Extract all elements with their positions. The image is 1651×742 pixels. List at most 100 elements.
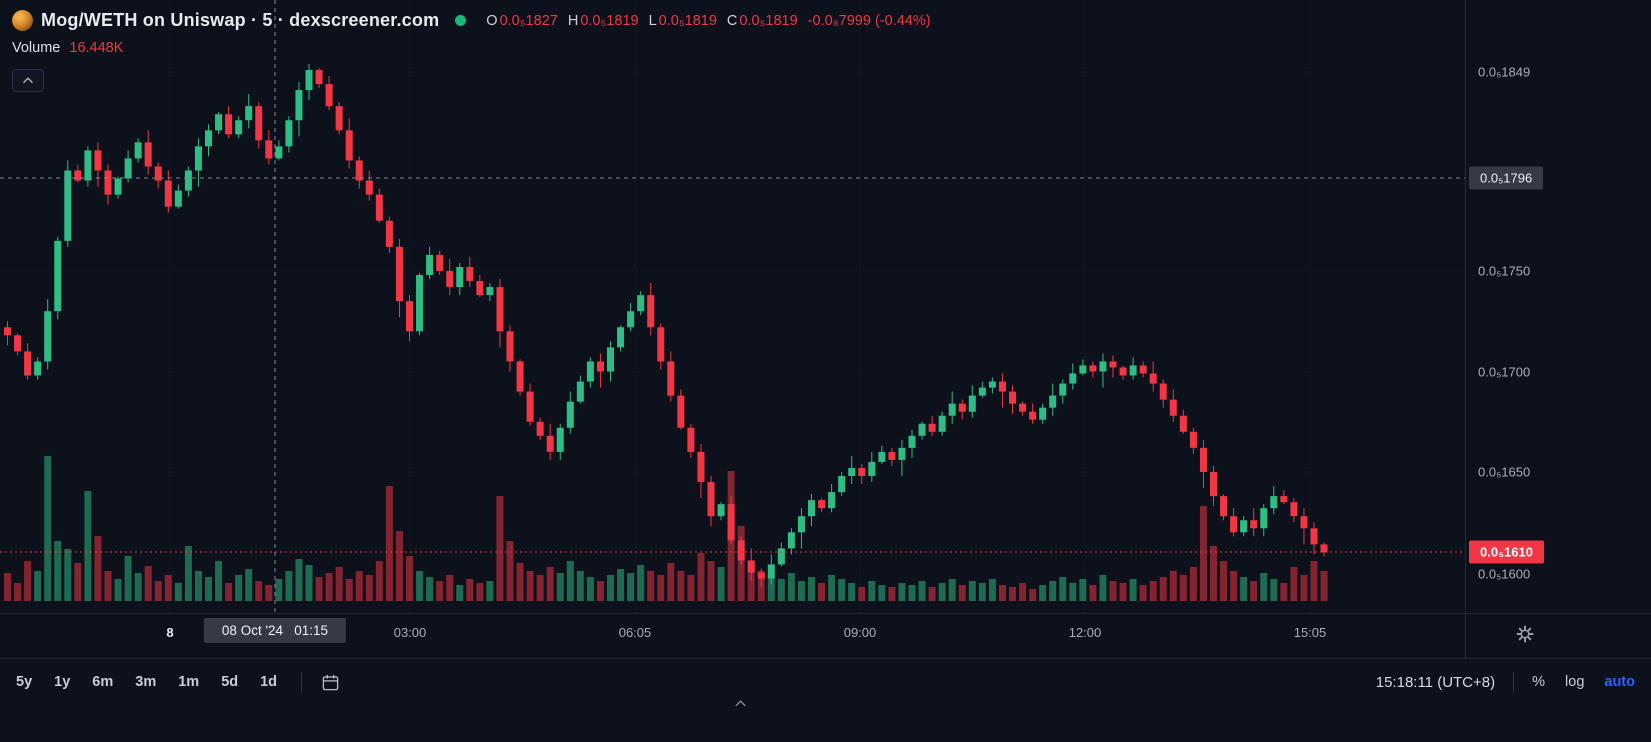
axis-corner <box>1465 613 1651 659</box>
candle-body <box>536 421 544 436</box>
volume-bar <box>84 491 92 601</box>
range-3m-button[interactable]: 3m <box>135 670 156 694</box>
price-axis-label: 0.0₅1650 <box>1478 464 1531 480</box>
candle-body <box>44 311 52 362</box>
candle-body <box>325 84 333 107</box>
volume-bar <box>948 579 956 601</box>
volume-bar <box>1099 575 1107 601</box>
range-5d-button[interactable]: 5d <box>221 670 238 694</box>
candle-body <box>647 295 655 328</box>
volume-bar <box>225 583 233 601</box>
volume-bar <box>426 577 434 601</box>
chart-pane[interactable]: Mog/WETH on Uniswap · 5 · dexscreener.co… <box>0 0 1465 613</box>
candle-body <box>1039 407 1047 420</box>
volume-bar <box>14 583 22 601</box>
candle-body <box>1320 544 1328 553</box>
volume-bar <box>406 556 413 601</box>
auto-scale-button[interactable]: auto <box>1604 670 1635 694</box>
time-axis[interactable]: 8 03:00 06:05 09:00 12:00 15:05 08 Oct '24 01:… <box>0 613 1465 659</box>
volume-bar <box>797 581 805 601</box>
candle-body <box>777 548 785 565</box>
candle-body <box>526 391 534 422</box>
candle-body <box>54 240 62 312</box>
time-axis-label: 8 <box>166 625 174 640</box>
range-1d-button[interactable]: 1d <box>260 670 277 694</box>
chart-settings-button[interactable] <box>1512 621 1538 650</box>
volume-bar <box>345 579 353 601</box>
candle-body <box>74 170 82 181</box>
price-axis[interactable]: 0.0₅1849 0.0₅1796 0.0₅1750 0.0₅1700 0.0₅1650… <box>1465 0 1651 613</box>
chevron-up-icon <box>735 700 746 707</box>
volume-bar <box>395 531 403 601</box>
volume-bar <box>747 561 755 601</box>
volume-bar <box>1210 546 1217 601</box>
candle-body <box>596 361 604 372</box>
candle-body <box>958 403 966 412</box>
volume-bar <box>898 583 906 601</box>
volume-bar <box>1179 575 1187 601</box>
candle-body <box>1149 373 1157 384</box>
volume-bar <box>868 581 876 601</box>
volume-bar <box>1300 575 1308 601</box>
volume-bar <box>205 577 212 601</box>
candle-body <box>335 106 343 131</box>
candle-body <box>164 180 172 207</box>
range-6m-button[interactable]: 6m <box>92 670 113 694</box>
volume-bar <box>516 563 524 601</box>
candle-body <box>24 351 32 376</box>
candle-body <box>456 266 464 288</box>
volume-bar <box>1119 583 1127 601</box>
volume-bar <box>958 585 966 601</box>
candle-body <box>174 190 182 207</box>
volume-bar <box>315 577 323 601</box>
range-1m-button[interactable]: 1m <box>178 670 199 694</box>
candle-body <box>868 461 876 477</box>
session-clock[interactable]: 15:18:11 (UTC+8) <box>1375 673 1496 691</box>
gear-icon <box>1516 625 1534 643</box>
volume-bar <box>1139 585 1147 601</box>
volume-bar <box>335 567 343 601</box>
candle-body <box>1250 520 1258 529</box>
candle-body <box>34 361 42 376</box>
time-axis-label: 09:00 <box>843 625 877 640</box>
percent-scale-button[interactable]: % <box>1532 670 1545 694</box>
log-scale-button[interactable]: log <box>1565 670 1584 694</box>
volume-bar <box>858 587 866 601</box>
candle-body <box>888 451 896 460</box>
candle-body <box>506 331 514 362</box>
candle-body <box>1069 373 1077 384</box>
volume-bar <box>717 567 725 601</box>
candle-body <box>1159 383 1167 400</box>
volume-bar <box>235 575 243 601</box>
volume-bar <box>1029 589 1037 601</box>
volume-bar <box>838 579 846 601</box>
candlestick-chart[interactable] <box>0 0 1465 613</box>
candle-body <box>1169 399 1177 416</box>
candle-body <box>295 90 303 121</box>
collapse-panel-button[interactable] <box>12 69 44 92</box>
volume-bar <box>385 486 393 601</box>
candle-body <box>466 266 474 282</box>
volume-bar <box>566 561 574 601</box>
candle-body <box>265 140 273 159</box>
volume-bar <box>1270 579 1278 601</box>
candle-body <box>1199 447 1207 472</box>
volume-bar <box>777 579 785 601</box>
price-axis-label: 0.0₅1750 <box>1478 263 1531 279</box>
candle-body <box>1300 516 1308 529</box>
go-to-date-button[interactable] <box>318 670 343 695</box>
expand-bottom-panel-button[interactable] <box>726 693 755 712</box>
candle-body <box>406 301 413 332</box>
volume-bar <box>265 585 273 601</box>
range-selector: 5y 1y 6m 3m 1m 5d 1d <box>16 670 299 694</box>
range-1y-button[interactable]: 1y <box>54 670 70 694</box>
range-5y-button[interactable]: 5y <box>16 670 32 694</box>
volume-bar <box>596 581 604 601</box>
volume-bar <box>1109 581 1117 601</box>
candle-body <box>818 500 826 509</box>
volume-bar <box>617 569 625 601</box>
candle-body <box>787 532 795 549</box>
candle-body <box>697 451 705 483</box>
candle-body <box>1220 496 1228 517</box>
